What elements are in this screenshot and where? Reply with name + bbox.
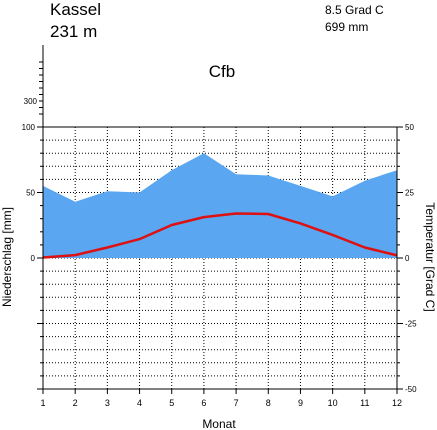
left-tick-label: 0 bbox=[31, 254, 36, 263]
right-axis-label: Temperatur [Grad C] bbox=[423, 202, 437, 311]
x-tick-label: 6 bbox=[201, 398, 206, 408]
x-axis-label: Monat bbox=[202, 417, 236, 430]
right-tick-label: 50 bbox=[405, 123, 414, 132]
x-tick-label: 8 bbox=[266, 398, 271, 408]
x-tick-label: 10 bbox=[328, 398, 338, 408]
x-tick-label: 5 bbox=[169, 398, 174, 408]
station-name: Kassel bbox=[50, 0, 101, 19]
precipitation-area bbox=[43, 153, 397, 258]
temperature-line bbox=[42, 212, 398, 259]
x-tick-label: 7 bbox=[234, 398, 239, 408]
x-tick-label: 9 bbox=[298, 398, 303, 408]
x-tick-label: 4 bbox=[137, 398, 142, 408]
annual-precipitation: 699 mm bbox=[325, 20, 368, 34]
left-axis-label: Niederschlag [mm] bbox=[0, 207, 14, 307]
station-elevation: 231 m bbox=[50, 22, 97, 41]
right-tick-label: -50 bbox=[405, 385, 417, 394]
x-tick-label: 11 bbox=[360, 398, 369, 408]
upper-axis-ticks: 300 bbox=[24, 61, 43, 115]
right-tick-label: -25 bbox=[405, 320, 417, 329]
x-tick-label: 1 bbox=[40, 398, 45, 408]
climate-class: Cfb bbox=[209, 62, 235, 81]
left-tick-label: 100 bbox=[22, 123, 36, 132]
x-tick-label: 12 bbox=[392, 398, 402, 408]
x-tick-label: 3 bbox=[105, 398, 110, 408]
x-tick-label: 2 bbox=[73, 398, 78, 408]
right-tick-label: 0 bbox=[405, 254, 410, 263]
upper-axis-label: 300 bbox=[24, 97, 38, 106]
left-tick-label: 50 bbox=[26, 189, 35, 198]
right-tick-label: 25 bbox=[405, 189, 414, 198]
annual-temperature: 8.5 Grad C bbox=[325, 3, 384, 17]
